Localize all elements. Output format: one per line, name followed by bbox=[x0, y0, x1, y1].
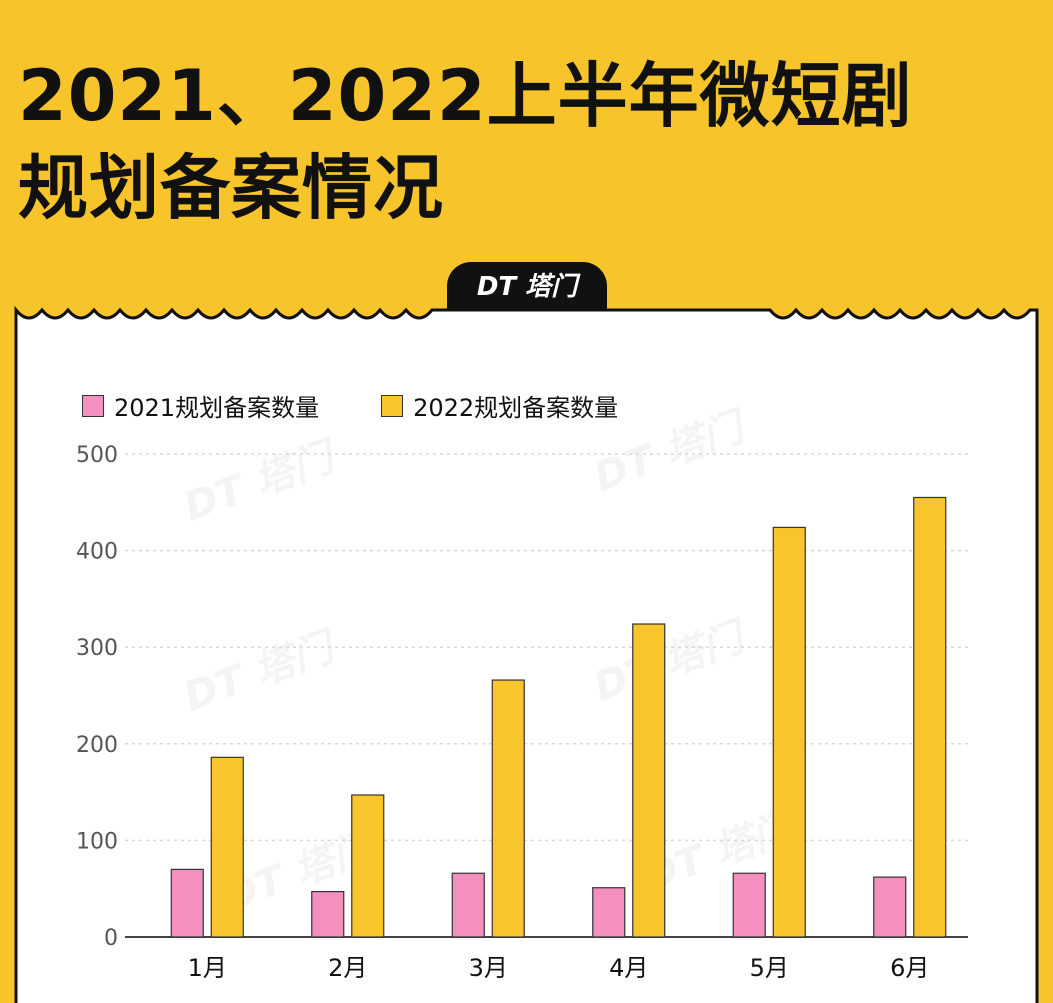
bar-2022 bbox=[632, 623, 666, 938]
legend-label-2022: 2022规划备案数量 bbox=[413, 394, 619, 422]
bar-2021 bbox=[873, 876, 907, 938]
bar-2021 bbox=[170, 868, 204, 938]
bar-2022 bbox=[491, 679, 525, 938]
x-tick-label: 5月 bbox=[750, 954, 789, 982]
x-tick-label: 3月 bbox=[469, 954, 508, 982]
y-tick-label: 400 bbox=[76, 540, 118, 565]
bar-2022 bbox=[913, 496, 947, 938]
bar-2022 bbox=[351, 794, 385, 938]
y-tick-label: 300 bbox=[76, 636, 118, 661]
y-tick-label: 500 bbox=[76, 443, 118, 468]
bar-2021 bbox=[451, 872, 485, 938]
x-tick-label: 4月 bbox=[609, 954, 648, 982]
y-tick-label: 200 bbox=[76, 733, 118, 758]
legend-item-2022: 2022规划备案数量 bbox=[381, 388, 618, 423]
title-line-2: 规划备案情况 bbox=[18, 147, 444, 229]
legend-swatch-2022 bbox=[381, 394, 404, 417]
title-line-1: 2021、2022上半年微短剧 bbox=[18, 55, 913, 137]
legend-label-2021: 2021规划备案数量 bbox=[114, 394, 320, 422]
legend-swatch-2021 bbox=[82, 394, 104, 417]
x-tick-label: 1月 bbox=[188, 954, 227, 982]
bar-2021 bbox=[592, 887, 626, 938]
legend-item-2021: 2021规划备案数量 bbox=[82, 388, 319, 423]
chart-legend: 2021规划备案数量 2022规划备案数量 bbox=[82, 388, 618, 423]
y-tick-label: 100 bbox=[76, 829, 118, 854]
bar-2021 bbox=[311, 890, 345, 938]
x-tick-label: 2月 bbox=[328, 954, 367, 982]
bar-2022 bbox=[772, 526, 806, 938]
bar-2022 bbox=[210, 756, 244, 938]
brand-logo: DT 塔门 bbox=[447, 262, 607, 310]
x-tick-label: 6月 bbox=[890, 954, 929, 982]
y-tick-label: 0 bbox=[104, 926, 118, 951]
bar-2021 bbox=[732, 872, 766, 938]
chart-title: 2021、2022上半年微短剧 规划备案情况 bbox=[18, 50, 913, 234]
